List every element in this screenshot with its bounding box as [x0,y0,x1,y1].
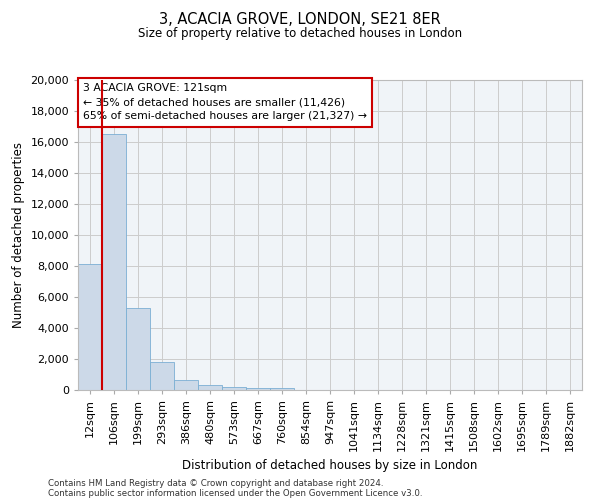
Text: 3 ACACIA GROVE: 121sqm
← 35% of detached houses are smaller (11,426)
65% of semi: 3 ACACIA GROVE: 121sqm ← 35% of detached… [83,83,367,121]
Bar [126,308,150,390]
Text: Contains HM Land Registry data © Crown copyright and database right 2024.: Contains HM Land Registry data © Crown c… [48,478,383,488]
Bar [174,380,198,390]
Bar [150,362,174,390]
Bar [78,264,102,390]
Bar [198,386,222,390]
Text: 3, ACACIA GROVE, LONDON, SE21 8ER: 3, ACACIA GROVE, LONDON, SE21 8ER [159,12,441,28]
Y-axis label: Number of detached properties: Number of detached properties [12,142,25,328]
Bar [246,388,270,390]
Bar [222,387,246,390]
Text: Size of property relative to detached houses in London: Size of property relative to detached ho… [138,28,462,40]
Text: Contains public sector information licensed under the Open Government Licence v3: Contains public sector information licen… [48,488,422,498]
Bar [102,134,126,390]
X-axis label: Distribution of detached houses by size in London: Distribution of detached houses by size … [182,460,478,472]
Bar [270,388,294,390]
